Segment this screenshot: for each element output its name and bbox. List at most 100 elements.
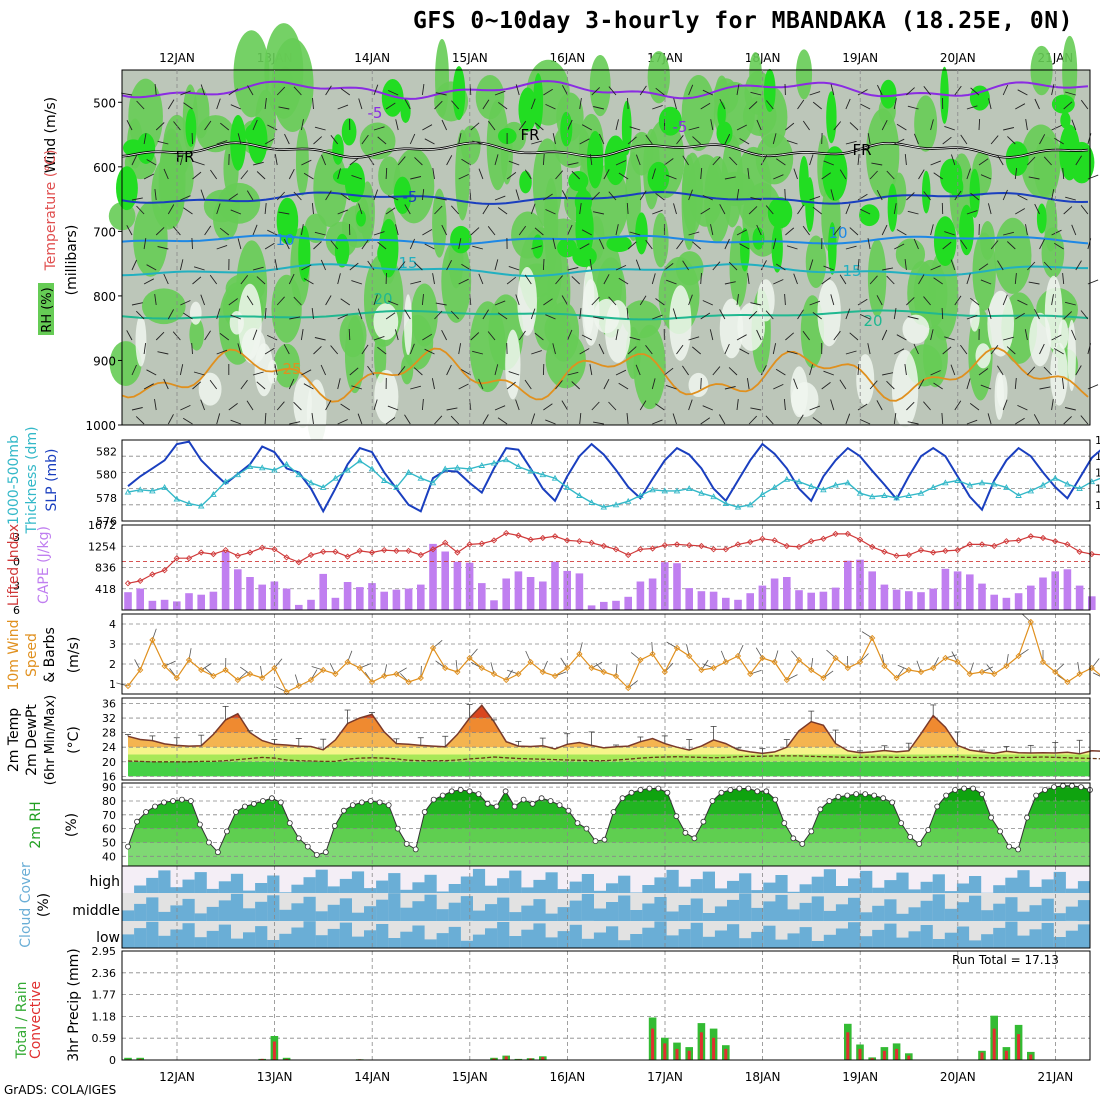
wind-barb [515, 84, 520, 96]
cloud-cover-bar [654, 877, 667, 893]
date-label-top: 19JAN [842, 51, 878, 65]
rh-humid-area [914, 95, 938, 152]
wind-speed-marker [844, 664, 851, 672]
wind-barb [313, 136, 323, 145]
wind-barb [896, 334, 907, 341]
wind-barb [135, 310, 145, 320]
wind-barb [303, 278, 314, 285]
wind-barb [555, 275, 563, 285]
cloud-cover-bar [134, 928, 147, 948]
lifted-index-marker [137, 577, 144, 585]
cloud-cover-bar [702, 936, 715, 948]
lifted-index-marker [991, 542, 998, 550]
wind-barb [385, 312, 396, 320]
rh-dry-area [582, 279, 600, 346]
rh-marker [376, 799, 383, 806]
cloud-cover-bar [218, 881, 231, 893]
rh-humid-area [755, 133, 794, 185]
thickness-marker [685, 485, 693, 492]
cloud-cover-bar [460, 940, 473, 948]
rh-humid-area [715, 171, 755, 207]
wind-barb [724, 386, 736, 390]
slp-panel-frame [121, 439, 1091, 522]
cloud-cover-bar [569, 924, 582, 948]
lifted-index-marker [734, 541, 742, 548]
wind-barb [230, 209, 242, 215]
wind-barb [886, 380, 895, 390]
wind-speed-marker [881, 662, 888, 670]
lifted-index-marker [320, 548, 327, 555]
wind-barb [154, 294, 157, 306]
wind-barb [252, 371, 264, 376]
wind-barb [688, 189, 693, 201]
rh-marker [772, 796, 779, 803]
wind-barb [809, 364, 814, 376]
wind-barb [933, 277, 943, 285]
cloud-cover-bar [206, 906, 219, 921]
wind-speed-marker [344, 658, 351, 666]
thickness-marker [905, 492, 913, 498]
wind-barb [1051, 229, 1062, 236]
wind-barb [1065, 91, 1076, 96]
wind-barb [786, 245, 798, 250]
wind-barb [802, 225, 810, 236]
thickness-marker [283, 460, 290, 467]
wind-barb [431, 378, 435, 390]
isotherm-20 [121, 309, 1089, 321]
wind-barb [340, 88, 351, 96]
wind-barb [543, 298, 553, 306]
wind-barb [450, 205, 460, 215]
dewpoint-axis-title: 2m DewPt [24, 704, 40, 776]
wind-barb [373, 126, 385, 131]
wind-speed-marker [698, 666, 705, 674]
wind-barb [728, 367, 738, 376]
thickness-marker [1088, 478, 1096, 485]
wind-barb [950, 154, 956, 166]
cloud-cover-bar [763, 882, 776, 893]
cloud-cover-bar [884, 923, 897, 948]
rh-marker [295, 835, 302, 842]
cape-bar [185, 593, 193, 610]
lifted-index-marker [124, 580, 132, 587]
wind-barb [893, 98, 897, 110]
rh-saturated-area [341, 118, 357, 146]
wind-barb [904, 259, 907, 271]
wind-barb [534, 122, 544, 131]
wind-barb [748, 101, 758, 110]
li-tick-label: 0 [13, 555, 20, 568]
rh-dry-area [790, 366, 808, 418]
wind-barb [933, 382, 943, 390]
cloud-cover-bar [267, 895, 280, 921]
wind-barb [482, 99, 490, 110]
lifted-index-marker [405, 547, 412, 555]
cloud-cover-bar [763, 925, 776, 948]
cape-bar [429, 543, 437, 610]
wind-barb [204, 225, 212, 236]
rh-marker [583, 825, 590, 832]
thickness-marker [124, 488, 132, 495]
wind-barb [237, 133, 242, 145]
wind-barb [367, 260, 375, 271]
cloud-cover-bar [146, 877, 159, 893]
wind-barb [639, 400, 647, 411]
wind-barb [237, 343, 242, 355]
wind-barb [1062, 273, 1065, 285]
date-label-top: 16JAN [550, 51, 586, 65]
wind-barb [750, 407, 762, 411]
wind-barb [867, 343, 871, 355]
lifted-index-marker [881, 548, 888, 555]
cloud-cover-bar [642, 927, 655, 948]
wind-barb [793, 168, 798, 180]
wind-barb [385, 417, 396, 425]
cloud-cover-bar [920, 925, 933, 948]
wind-barb [859, 419, 871, 425]
rh-dry-area [238, 283, 262, 360]
wind-barb [300, 329, 304, 341]
thickness-marker [917, 489, 925, 496]
rh-saturated-area [244, 123, 266, 145]
cloud-cover-bar [618, 875, 631, 893]
cloud-cover-bar [218, 900, 231, 922]
wind-barb [200, 399, 206, 411]
wind-barb [387, 405, 399, 411]
cloud-axis-title: Cloud Cover [18, 862, 34, 948]
